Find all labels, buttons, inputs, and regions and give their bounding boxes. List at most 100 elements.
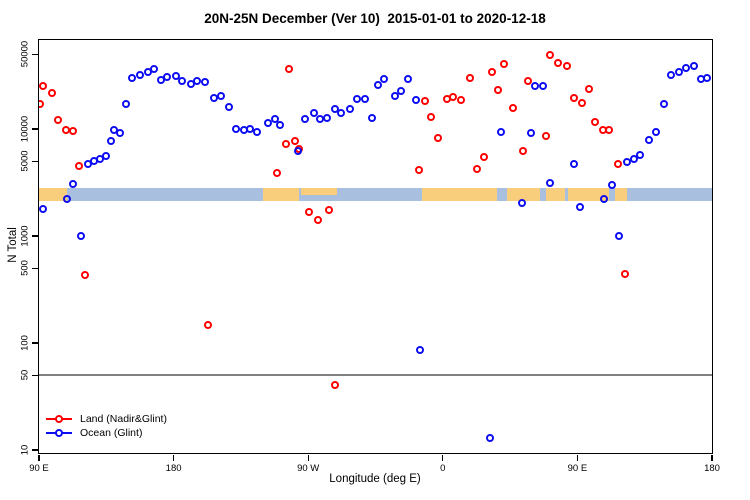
data-point-land bbox=[54, 115, 63, 124]
data-point-land bbox=[281, 139, 290, 148]
data-point-ocean bbox=[570, 159, 579, 168]
data-point-ocean bbox=[275, 121, 284, 129]
data-point-ocean bbox=[127, 73, 136, 82]
data-point-land bbox=[324, 205, 333, 214]
data-point-ocean bbox=[253, 127, 262, 136]
data-point-land bbox=[570, 93, 579, 102]
data-point-land bbox=[465, 73, 474, 82]
data-point-ocean bbox=[374, 80, 383, 89]
ocean-circle-icon bbox=[55, 429, 63, 437]
data-point-ocean bbox=[315, 114, 324, 123]
legend-item-land: Land (Nadir&Glint) bbox=[46, 412, 167, 426]
y-tick-mark bbox=[31, 449, 38, 451]
y-tick-mark bbox=[31, 267, 38, 269]
data-point-land bbox=[314, 215, 323, 224]
data-point-ocean bbox=[293, 146, 302, 155]
y-tick-mark bbox=[31, 342, 38, 344]
plot-area: Land (Nadir&Glint) Ocean (Glint) 50000 10… bbox=[20, 39, 720, 474]
data-point-ocean bbox=[309, 108, 318, 117]
data-point-ocean bbox=[674, 67, 683, 76]
land-segment bbox=[421, 187, 497, 202]
world-map-strip bbox=[39, 187, 712, 202]
data-point-land bbox=[541, 131, 550, 140]
x-tick-label: 90 E bbox=[567, 463, 588, 474]
data-point-ocean bbox=[538, 81, 547, 90]
data-point-ocean bbox=[576, 202, 585, 211]
data-point-land bbox=[81, 271, 90, 280]
x-tick-mark bbox=[173, 454, 175, 461]
data-point-land bbox=[508, 103, 517, 112]
data-point-ocean bbox=[615, 231, 624, 240]
y-tick-label: 50000 bbox=[19, 40, 31, 68]
data-point-ocean bbox=[115, 128, 124, 137]
land-segment-partial bbox=[300, 187, 337, 195]
data-point-ocean bbox=[630, 154, 639, 163]
data-point-land bbox=[604, 125, 613, 134]
data-point-ocean bbox=[652, 127, 661, 136]
y-tick-mark bbox=[31, 160, 38, 162]
plot-clip-region bbox=[39, 40, 712, 453]
data-point-ocean bbox=[622, 157, 631, 166]
data-point-land bbox=[585, 84, 594, 93]
data-point-land bbox=[621, 269, 630, 278]
data-point-land bbox=[69, 126, 78, 135]
y-tick-label: 50 bbox=[19, 369, 31, 381]
land-segment bbox=[568, 187, 609, 202]
x-tick-mark bbox=[711, 454, 713, 461]
data-point-ocean bbox=[323, 114, 332, 123]
data-point-land bbox=[449, 92, 458, 101]
data-point-ocean bbox=[517, 198, 526, 207]
x-tick-label: 0 bbox=[440, 463, 446, 474]
data-point-ocean bbox=[636, 151, 644, 160]
data-point-ocean bbox=[607, 180, 616, 189]
data-point-ocean bbox=[380, 74, 389, 83]
data-point-land bbox=[434, 133, 443, 142]
data-point-land bbox=[290, 136, 299, 145]
data-point-land bbox=[523, 76, 532, 85]
data-point-ocean bbox=[546, 178, 555, 187]
data-point-ocean bbox=[404, 74, 413, 83]
data-point-ocean bbox=[263, 119, 272, 128]
data-point-ocean bbox=[136, 70, 145, 79]
data-point-ocean bbox=[217, 91, 226, 100]
x-tick-label: 180 bbox=[165, 463, 182, 474]
data-point-ocean bbox=[200, 77, 209, 86]
data-point-ocean bbox=[360, 94, 369, 103]
x-tick-label: 90 E bbox=[29, 463, 49, 474]
data-point-ocean bbox=[496, 127, 505, 136]
data-point-ocean bbox=[600, 194, 609, 203]
data-point-ocean bbox=[76, 231, 85, 240]
y-tick-label: 5000 bbox=[19, 150, 31, 172]
data-point-ocean bbox=[667, 70, 676, 79]
data-point-land bbox=[472, 164, 481, 173]
data-point-land bbox=[203, 320, 212, 329]
data-point-ocean bbox=[209, 93, 218, 102]
data-point-land bbox=[284, 64, 293, 73]
data-point-ocean bbox=[531, 81, 540, 90]
data-point-ocean bbox=[193, 76, 202, 85]
y-tick-label: 10 bbox=[19, 444, 31, 456]
data-point-ocean bbox=[172, 71, 181, 80]
data-point-ocean bbox=[411, 95, 420, 104]
x-tick-label: 90 W bbox=[297, 463, 320, 474]
data-point-ocean bbox=[659, 99, 668, 108]
legend-ocean-label: Ocean (Glint) bbox=[80, 427, 143, 439]
chart-title: 20N-25N December (Ver 10) 2015-01-01 to … bbox=[204, 11, 546, 26]
ocean-series-symbol bbox=[46, 427, 72, 439]
data-point-ocean bbox=[396, 86, 405, 95]
x-tick-mark bbox=[38, 454, 40, 461]
data-point-ocean bbox=[526, 128, 535, 137]
y-tick-mark bbox=[31, 374, 38, 376]
data-point-land bbox=[330, 381, 339, 390]
data-point-ocean bbox=[178, 76, 187, 85]
data-point-land bbox=[48, 89, 57, 97]
data-point-ocean bbox=[149, 64, 158, 73]
data-point-ocean bbox=[69, 179, 78, 188]
data-point-land bbox=[61, 125, 70, 134]
data-point-ocean bbox=[271, 114, 280, 123]
data-point-land bbox=[305, 207, 314, 216]
data-point-land bbox=[499, 59, 508, 68]
data-point-land bbox=[546, 50, 555, 59]
y-tick-mark bbox=[31, 128, 38, 130]
land-circle-icon bbox=[55, 415, 63, 423]
